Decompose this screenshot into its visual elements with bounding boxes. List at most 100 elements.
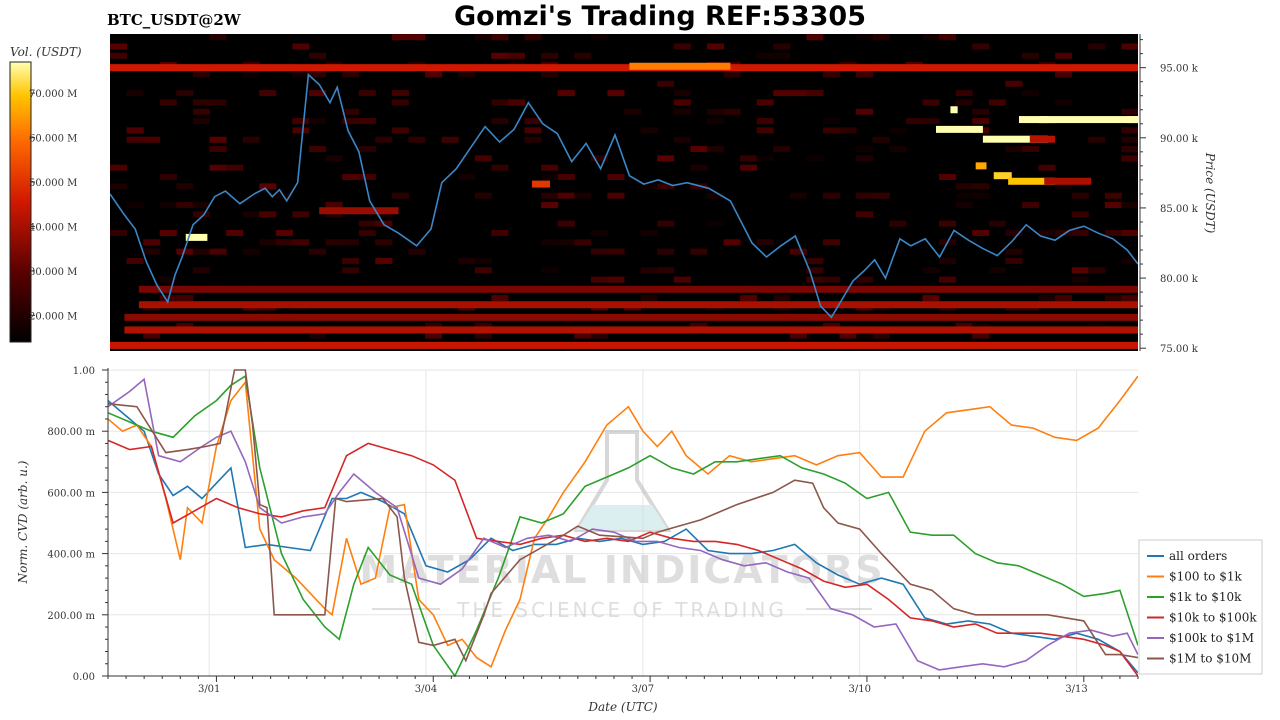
cvd-x-tick-label: 3/10 xyxy=(848,684,870,695)
heatmap-cell xyxy=(541,174,559,181)
heatmap-cell xyxy=(756,99,774,106)
heatmap-cell xyxy=(856,192,874,199)
heatmap-cell xyxy=(159,201,177,208)
heatmap-cell xyxy=(1088,267,1106,274)
heatmap-cell xyxy=(342,118,360,125)
heatmap-cell xyxy=(706,192,724,199)
legend-entry: $100k to $1M xyxy=(1169,631,1254,645)
legend: all orders $100 to $1k $1k to $10k $10k to … xyxy=(1138,539,1263,675)
heatmap-cell xyxy=(176,295,194,302)
heatmap-cell xyxy=(922,99,940,106)
chart-title: Gomzi's Trading REF:53305 xyxy=(454,1,866,32)
heatmap-cell xyxy=(110,52,128,59)
heatmap-cell xyxy=(557,220,575,227)
heatmap-cell xyxy=(325,155,343,162)
heatmap-cell xyxy=(1071,267,1089,274)
cvd-series-line xyxy=(108,369,1138,663)
price-tick-label: 95.00 k xyxy=(1160,64,1199,75)
heatmap-cell xyxy=(259,211,277,218)
heatmap-cell xyxy=(474,332,492,339)
heatmap-cell xyxy=(176,201,194,208)
watermark: MATERIAL INDICATORS THE SCIENCE OF TRADI… xyxy=(359,430,883,622)
heatmap-cell xyxy=(491,34,509,41)
heatmap-cell xyxy=(1038,229,1056,236)
heatmap-cell xyxy=(358,174,376,181)
heatmap-cell xyxy=(673,276,691,283)
heatmap-cell xyxy=(988,220,1006,227)
heatmap-cell xyxy=(856,155,874,162)
heatmap-cell xyxy=(640,183,658,190)
liquidity-band xyxy=(110,341,1138,349)
heatmap-cell xyxy=(756,118,774,125)
heatmap-cell xyxy=(590,155,608,162)
cvd-series-line xyxy=(108,375,1138,668)
heatmap-cell xyxy=(491,164,509,171)
heatmap-cell xyxy=(756,127,774,134)
heatmap-cell xyxy=(690,146,708,153)
heatmap-cell xyxy=(972,323,990,330)
heatmap-cell xyxy=(375,239,393,246)
liquidity-band xyxy=(532,180,551,188)
heatmap-cell xyxy=(209,136,227,143)
heatmap-cell xyxy=(541,239,559,246)
heatmap-cell xyxy=(806,34,824,41)
heatmap-cell xyxy=(673,136,691,143)
heatmap-cell xyxy=(491,52,509,59)
heatmap-cell xyxy=(425,71,443,78)
heatmap-cell xyxy=(375,211,393,218)
cvd-series-line xyxy=(108,439,1138,677)
date-axis-label: Date (UTC) xyxy=(587,700,657,714)
heatmap-cell xyxy=(773,146,791,153)
heatmap-cell xyxy=(358,229,376,236)
liquidity-band xyxy=(124,326,1138,334)
heatmap-cell xyxy=(822,118,841,125)
heatmap-cell xyxy=(657,220,675,227)
heatmap-cell xyxy=(590,332,608,339)
heatmap-cell xyxy=(640,229,658,236)
heatmap-cell xyxy=(308,90,327,97)
heatmap-cell xyxy=(375,136,393,143)
heatmap-cell xyxy=(657,267,675,274)
heatmap-cell xyxy=(143,332,161,339)
heatmap-cell xyxy=(789,192,807,199)
heatmap-cell xyxy=(856,146,874,153)
heatmap-cell xyxy=(308,118,327,125)
heatmap-cell xyxy=(657,183,675,190)
heatmap-cell xyxy=(806,276,824,283)
heatmap-cell xyxy=(939,34,957,41)
heatmap-cell xyxy=(226,229,244,236)
heatmap-cell xyxy=(507,99,526,106)
heatmap-cell xyxy=(242,136,260,143)
heatmap-cell xyxy=(773,90,791,97)
heatmap-cell xyxy=(408,136,426,143)
heatmap-cell xyxy=(342,174,360,181)
price-line xyxy=(110,73,1138,319)
heatmap-cell xyxy=(143,239,161,246)
liquidity-band xyxy=(124,313,1138,321)
heatmap-cell xyxy=(557,239,575,246)
cvd-axes: 0.00 200.00 m 400.00 m 600.00 m 800.00 m 1.00… xyxy=(47,366,1139,695)
heatmap-cell xyxy=(1055,229,1073,236)
colorbar-tick-label: 20.000 M xyxy=(29,311,77,322)
heatmap-cell xyxy=(275,192,293,199)
heatmap-cell xyxy=(375,257,393,264)
heatmap-cell xyxy=(143,248,161,255)
heatmap-cell xyxy=(1055,52,1073,59)
heatmap-cell xyxy=(773,295,791,302)
heatmap-cell xyxy=(226,164,244,171)
heatmap-cell xyxy=(673,43,691,50)
heatmap-cell xyxy=(458,257,476,264)
heatmap-cell xyxy=(308,248,327,255)
heatmap-cell xyxy=(192,267,210,274)
heatmap-cell xyxy=(557,192,575,199)
heatmap-cell xyxy=(673,99,691,106)
heatmap-cell xyxy=(259,90,277,97)
heatmap-cell xyxy=(1088,43,1106,50)
heatmap-cell xyxy=(657,80,675,87)
heatmap-cell xyxy=(872,136,890,143)
cvd-y-tick-label: 200.00 m xyxy=(47,611,95,622)
legend-box xyxy=(1138,539,1263,675)
heatmap-cell xyxy=(292,127,310,134)
heatmap-cell xyxy=(922,295,940,302)
cvd-x-tick-label: 3/04 xyxy=(415,684,437,695)
